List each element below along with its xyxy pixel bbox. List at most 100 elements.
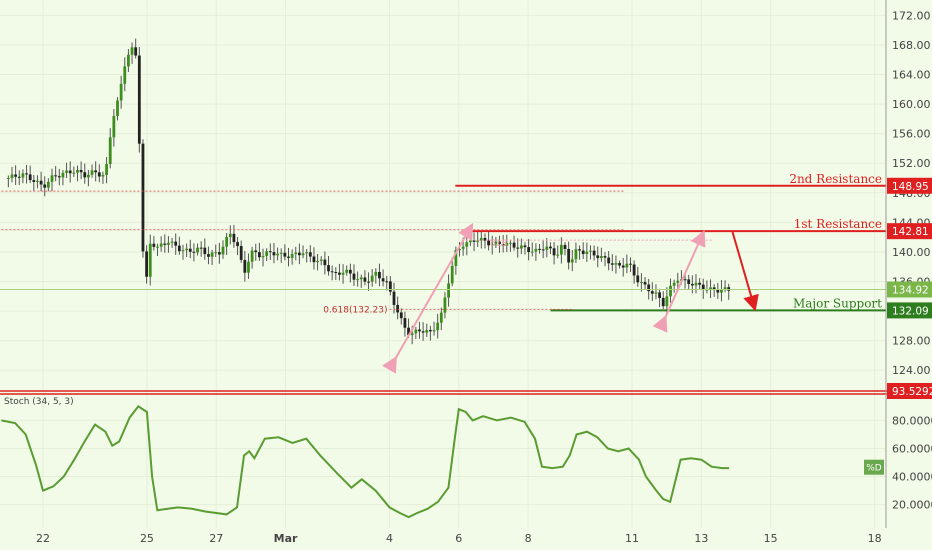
candle-body (596, 255, 600, 259)
x-tick-label: 15 (764, 532, 778, 545)
candle-body (116, 100, 119, 117)
candle-body (199, 247, 203, 249)
candle-body (370, 275, 374, 282)
candle-body (519, 245, 523, 249)
candle-body (21, 173, 25, 178)
candle-body (479, 238, 483, 241)
candle-body (152, 243, 156, 247)
candle-body (643, 282, 647, 285)
candle-body (243, 259, 247, 273)
candle-body (483, 238, 487, 241)
candle-body (68, 170, 72, 174)
candle-body (261, 255, 265, 258)
candle-body (65, 170, 68, 173)
candle-body (388, 281, 392, 292)
candle-body (418, 329, 421, 332)
candle-body (352, 273, 356, 280)
candle-body (570, 259, 574, 263)
candle-body (669, 285, 672, 297)
candle-body (272, 252, 276, 256)
stoch-line (1, 405, 730, 519)
candle-body (57, 176, 61, 178)
stoch-top-badge: 93.5292 (892, 386, 932, 398)
candle-body (236, 242, 239, 247)
candle-body (414, 329, 418, 334)
candle-body (603, 256, 607, 258)
candle-body (385, 281, 389, 283)
candle-body (654, 292, 658, 294)
candle-body (210, 252, 214, 257)
candle-body (192, 251, 196, 253)
candle-body (694, 282, 698, 286)
candle-body (640, 282, 643, 284)
candle-body (127, 54, 130, 67)
price-tick-label: 156.00 (892, 128, 931, 141)
candle-body (170, 241, 174, 243)
candle-body (181, 250, 185, 252)
candle-body (567, 248, 571, 263)
candle-body (585, 251, 589, 254)
candle-body (83, 172, 87, 178)
candle-body (130, 47, 134, 55)
price-tick-label: 160.00 (892, 98, 931, 111)
candle-body (625, 263, 629, 268)
candle-body (428, 330, 432, 332)
candle-body (629, 263, 632, 265)
candle-body (578, 249, 581, 251)
price-tick-label: 172.00 (892, 9, 931, 22)
candle-body (650, 291, 654, 294)
candle-body (607, 257, 611, 264)
candle-body (61, 172, 65, 178)
candle-body (574, 249, 578, 260)
candle-body (443, 297, 447, 313)
price-tick-label: 140.00 (892, 246, 931, 259)
candle-body (203, 247, 207, 255)
candle-body (345, 269, 349, 273)
price-tick-label: 124.00 (892, 364, 931, 377)
candle-body (17, 176, 21, 178)
candle-body (450, 265, 454, 284)
candle-body (123, 66, 127, 84)
candle-body (334, 272, 338, 274)
candle-body (592, 250, 596, 256)
forecast-arrow (731, 231, 759, 312)
candle-body (549, 246, 552, 249)
candle-body (712, 287, 716, 291)
candle-body (632, 264, 636, 276)
candle-body (556, 254, 560, 256)
candle-body (636, 275, 640, 283)
candle-body (316, 260, 320, 263)
candle-body (46, 181, 50, 188)
candle-body (501, 244, 505, 246)
candle-body (105, 164, 108, 175)
candle-body (658, 292, 661, 298)
candle-body (589, 250, 592, 252)
candle-body (676, 280, 680, 283)
candle-body (410, 333, 414, 336)
candle-body (610, 263, 614, 265)
candle-body (50, 175, 54, 182)
candle-body (563, 244, 567, 249)
candle-body (112, 116, 116, 138)
candle-body (283, 252, 287, 257)
candle-body (348, 269, 352, 274)
candle-body (498, 241, 501, 245)
candle-body (378, 271, 381, 279)
candle-body (207, 254, 210, 257)
candle-body (599, 256, 603, 259)
stoch-tick-label: 80.0000 (892, 414, 932, 427)
candle-body (10, 174, 14, 179)
candle-body (399, 312, 403, 319)
candle-body (305, 252, 309, 254)
candle-body (214, 252, 218, 254)
candle-body (108, 137, 112, 165)
candle-body (661, 297, 665, 307)
candle-body (392, 291, 396, 305)
fib-label: 0.618(132.23) (323, 305, 387, 315)
candle-body (687, 279, 691, 284)
stoch-legend-bg (864, 459, 884, 475)
candle-body (239, 246, 243, 260)
candle-body (323, 259, 327, 266)
candle-body (97, 172, 101, 177)
